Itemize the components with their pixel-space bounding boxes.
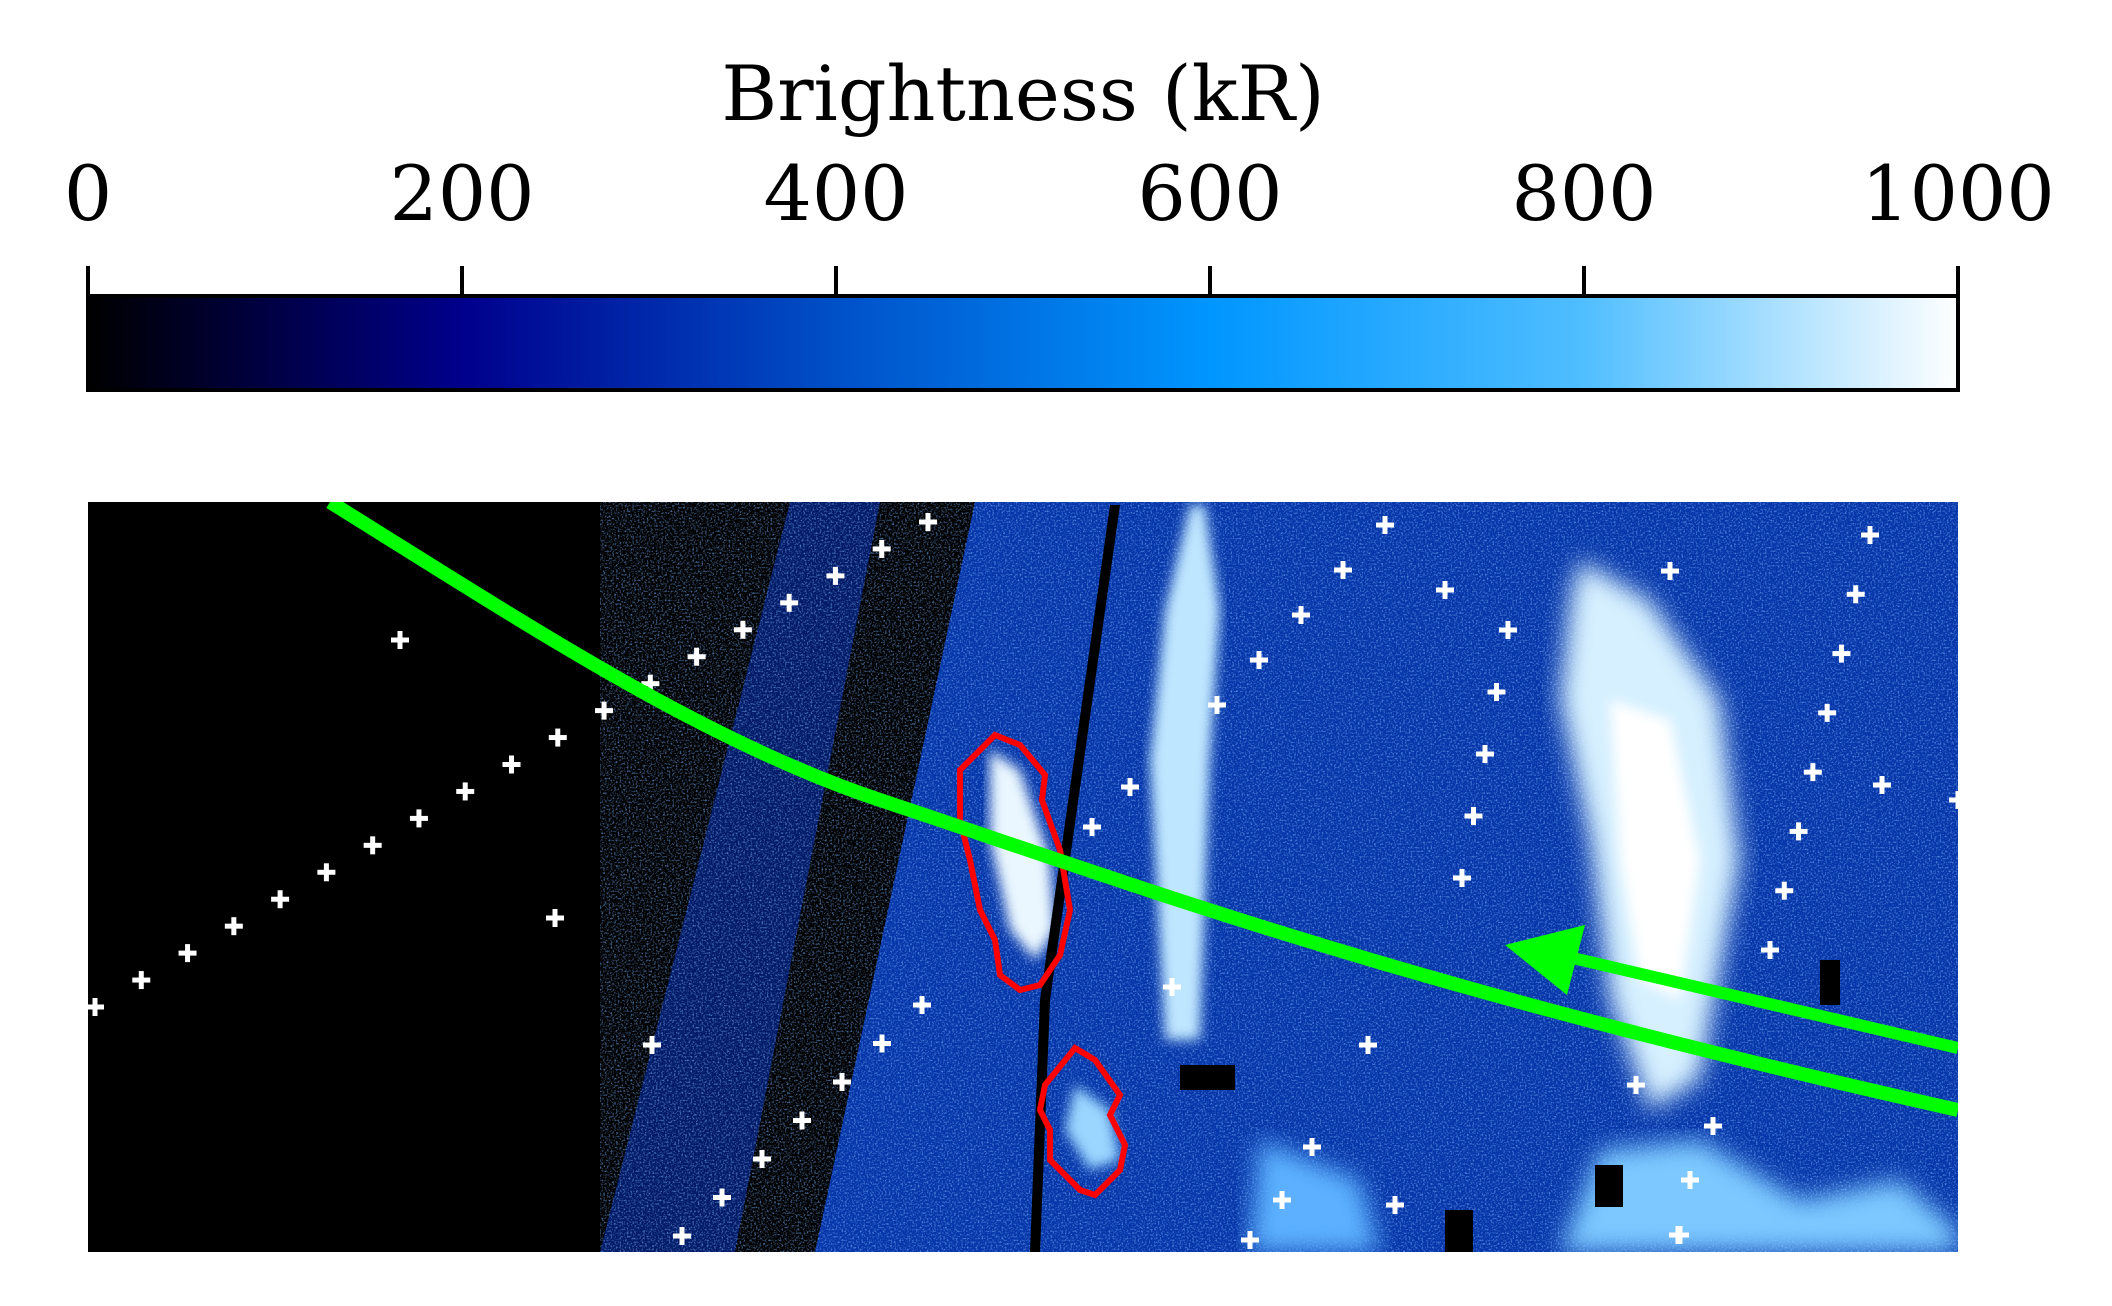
grid-point-marker: [601, 701, 607, 720]
grid-point-marker: [92, 998, 98, 1016]
bright-spot-red2: [1065, 1085, 1120, 1170]
grid-point-marker: [832, 566, 838, 585]
dark-patch-4: [1820, 960, 1840, 1005]
grid-point-marker: [231, 917, 237, 936]
grid-point-marker: [1667, 562, 1673, 580]
grid-point-marker: [1824, 703, 1830, 722]
grid-point-marker: [462, 782, 468, 801]
grid-point-marker: [719, 1188, 725, 1207]
dark-patch-2: [1595, 1165, 1623, 1207]
grid-point-marker: [679, 1227, 685, 1245]
grid-point-marker: [1482, 745, 1488, 763]
grid-point-marker: [552, 909, 558, 927]
grid-point-marker: [839, 1073, 845, 1091]
grid-point-marker: [1365, 1036, 1371, 1054]
dark-patch-3: [1445, 1210, 1473, 1252]
grid-point-marker: [1089, 818, 1095, 836]
grid-point-marker: [1710, 1117, 1716, 1135]
grid-point-marker: [1505, 621, 1511, 639]
grid-point-marker: [277, 890, 283, 909]
grid-point-marker: [1867, 526, 1873, 544]
colorbar-ticks: 0 200 400 600 800 1000: [64, 149, 2055, 296]
grid-point-marker: [185, 944, 191, 963]
colorbar-tick-label: 800: [1511, 149, 1656, 238]
grid-points: [88, 513, 1958, 1249]
grid-point-marker: [1340, 561, 1346, 579]
grid-point-marker: [1879, 776, 1885, 794]
grid-point-marker: [1838, 644, 1844, 663]
colorbar-tick-label: 600: [1137, 149, 1282, 238]
green-track: [326, 502, 1958, 1117]
grid-point-marker: [1169, 978, 1175, 996]
grid-point-marker: [1127, 778, 1133, 796]
colorbar-tick-label: 1000: [1861, 149, 2054, 238]
noise-texture: [600, 502, 1958, 1252]
bright-bottom-mid: [1250, 1140, 1380, 1252]
grid-point-marker: [1955, 791, 1958, 809]
colorbar-title: Brightness (kR): [721, 49, 1324, 138]
green-arrow-shaft: [1558, 949, 1958, 1054]
green-arrow-head: [1505, 925, 1585, 995]
grid-point-marker: [1949, 797, 1958, 803]
colorbar: Brightness (kR) 0 200 400 600 800 1000: [64, 49, 2055, 392]
grid-point-marker: [919, 996, 925, 1014]
grid-point-marker: [1781, 881, 1787, 900]
grid-point-marker: [138, 971, 144, 990]
grid-point-marker: [1309, 1138, 1315, 1156]
grid-point-marker: [1494, 683, 1499, 701]
colorbar-tick-label: 0: [64, 149, 112, 238]
grid-point-marker: [879, 539, 885, 558]
grid-point-marker: [1633, 1076, 1639, 1094]
grid-point-marker: [740, 620, 746, 639]
grid-point-marker: [323, 863, 329, 882]
bright-blob-right-core: [1610, 700, 1700, 1000]
grid-point-marker: [1459, 869, 1465, 887]
colorbar-gradient: [86, 294, 1960, 392]
dark-patch-1: [1180, 1065, 1235, 1090]
grid-point-marker: [509, 755, 514, 774]
grid-point-marker: [1810, 763, 1816, 782]
grid-point-marker: [555, 728, 561, 747]
grid-point-marker: [649, 1036, 655, 1054]
grid-point-marker: [1767, 941, 1773, 959]
grid-point-marker: [799, 1111, 805, 1130]
grid-point-marker: [759, 1150, 765, 1168]
grid-point-marker: [786, 593, 792, 612]
grid-point-marker: [1279, 1191, 1285, 1209]
grid-point-marker: [1442, 581, 1448, 599]
grid-point-marker: [1392, 1196, 1398, 1214]
grid-point-marker: [879, 1034, 885, 1053]
bright-bottom-right: [1560, 1140, 1958, 1252]
grid-point-marker: [1853, 585, 1859, 604]
grid-point-marker: [397, 631, 403, 649]
grid-point-marker: [1675, 1226, 1681, 1244]
grid-point-marker: [1687, 1171, 1693, 1189]
colorbar-tick-label: 400: [763, 149, 908, 238]
grid-point-marker: [1382, 516, 1388, 534]
brightness-image: [88, 502, 1958, 1252]
grid-point-marker: [1471, 807, 1476, 825]
grid-point-marker: [416, 809, 422, 828]
grid-point-marker: [1214, 696, 1220, 714]
red-contour-1: [957, 731, 1074, 994]
grid-point-marker: [1298, 606, 1304, 624]
grid-point-marker: [1247, 1231, 1253, 1249]
colorbar-tick-label: 200: [389, 149, 534, 238]
grid-point-marker: [694, 647, 700, 666]
grid-point-marker: [1256, 651, 1262, 669]
red-contour-2: [1036, 1044, 1129, 1199]
grid-point-marker: [925, 513, 931, 531]
grid-point-marker: [1796, 822, 1802, 841]
grid-point-marker: [647, 674, 653, 693]
grid-point-marker: [370, 836, 376, 855]
dark-stripe: [1030, 505, 1120, 1252]
